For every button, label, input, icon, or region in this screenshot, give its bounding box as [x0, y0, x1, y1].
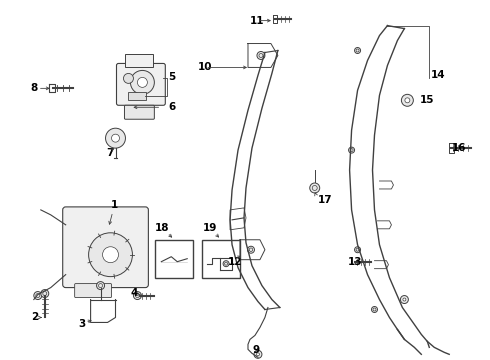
Circle shape: [137, 77, 147, 87]
Text: 16: 16: [452, 143, 466, 153]
Circle shape: [256, 353, 259, 356]
Bar: [128, 92, 147, 100]
FancyBboxPatch shape: [124, 105, 154, 119]
Text: 5: 5: [168, 72, 175, 82]
Circle shape: [400, 296, 408, 303]
Circle shape: [133, 292, 142, 300]
Text: 13: 13: [347, 257, 362, 267]
Circle shape: [355, 247, 361, 253]
Circle shape: [89, 233, 132, 276]
Text: 4: 4: [130, 288, 138, 298]
Text: 12: 12: [228, 257, 243, 267]
FancyBboxPatch shape: [74, 284, 112, 298]
Circle shape: [97, 282, 104, 289]
Text: 7: 7: [106, 148, 114, 158]
Circle shape: [405, 98, 410, 103]
Text: 18: 18: [155, 223, 170, 233]
Bar: [202, 240, 240, 278]
Text: 8: 8: [31, 84, 38, 93]
Text: 3: 3: [78, 319, 86, 329]
Circle shape: [348, 147, 355, 153]
Text: 19: 19: [203, 223, 218, 233]
Circle shape: [401, 94, 414, 106]
Text: 15: 15: [419, 95, 434, 105]
Text: 1: 1: [111, 200, 118, 210]
Bar: [125, 54, 153, 67]
Text: 17: 17: [318, 195, 332, 205]
Text: 2: 2: [31, 312, 38, 323]
Circle shape: [257, 51, 265, 59]
Circle shape: [102, 247, 119, 263]
Circle shape: [310, 183, 319, 193]
FancyBboxPatch shape: [117, 63, 165, 105]
Text: 6: 6: [168, 102, 175, 112]
Circle shape: [223, 261, 229, 267]
Bar: [155, 240, 193, 278]
Text: 14: 14: [431, 71, 446, 80]
Circle shape: [371, 306, 377, 312]
Circle shape: [130, 71, 154, 94]
Circle shape: [355, 48, 361, 54]
Text: 10: 10: [198, 62, 213, 72]
Circle shape: [247, 246, 254, 253]
Circle shape: [123, 73, 133, 84]
Circle shape: [105, 128, 125, 148]
Circle shape: [41, 289, 49, 298]
Text: 11: 11: [250, 15, 265, 26]
Circle shape: [34, 292, 42, 300]
Circle shape: [254, 350, 262, 358]
Circle shape: [112, 134, 120, 142]
Text: 9: 9: [253, 345, 260, 355]
Circle shape: [403, 298, 406, 301]
FancyBboxPatch shape: [63, 207, 148, 288]
